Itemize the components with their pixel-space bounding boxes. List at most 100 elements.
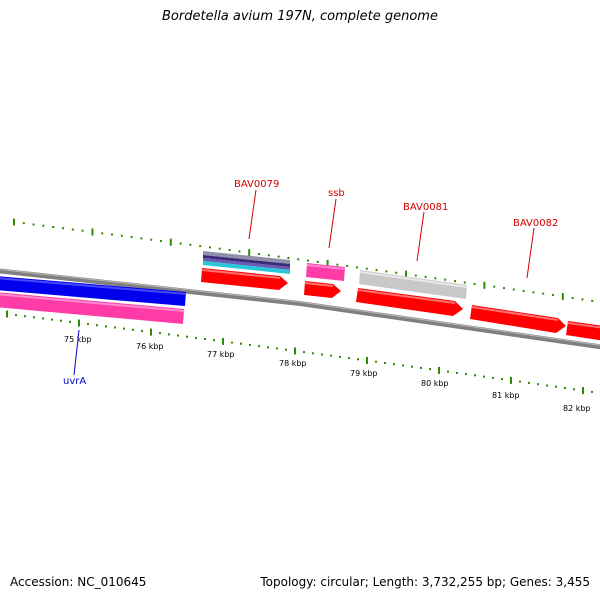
minor-tick — [546, 384, 548, 387]
minor-tick — [159, 332, 161, 335]
minor-tick — [402, 364, 404, 367]
minor-tick — [463, 281, 466, 284]
minor-tick — [512, 288, 515, 291]
minor-tick — [555, 385, 557, 388]
minor-tick — [186, 335, 188, 338]
minor-tick — [503, 287, 505, 290]
minor-tick — [434, 277, 437, 280]
minor-tick — [493, 285, 496, 288]
minor-tick — [240, 342, 242, 345]
scale-label-81: 81 kbp — [492, 391, 520, 400]
minor-tick — [465, 373, 467, 376]
minor-tick — [285, 348, 287, 351]
minor-tick — [42, 317, 44, 320]
bav0079-cds[interactable] — [201, 268, 288, 290]
major-tick — [6, 310, 8, 318]
minor-tick — [218, 247, 221, 250]
minor-tick — [330, 354, 332, 357]
major-tick — [326, 259, 329, 267]
minor-tick — [179, 242, 182, 245]
uvra-gene[interactable] — [0, 292, 184, 324]
minor-tick — [384, 362, 386, 364]
minor-tick — [336, 263, 339, 266]
major-tick — [222, 337, 224, 345]
minor-tick — [32, 223, 35, 226]
accession-text: Accession: NC_010645 — [10, 575, 147, 589]
minor-tick — [81, 229, 84, 232]
minor-tick — [213, 339, 215, 342]
minor-tick — [42, 224, 45, 227]
minor-tick — [96, 324, 98, 327]
minor-tick — [123, 327, 125, 330]
scale-label-76: 76 kbp — [136, 342, 164, 351]
gene-label-bav0081[interactable]: BAV0081 — [403, 202, 448, 213]
minor-tick — [447, 370, 449, 373]
minor-tick — [238, 250, 241, 253]
minor-tick — [22, 222, 25, 225]
minor-tick — [474, 374, 476, 377]
bav0082-cds[interactable] — [470, 305, 566, 333]
minor-tick — [375, 360, 377, 363]
bav0081-cds[interactable] — [356, 288, 463, 316]
major-tick — [561, 293, 564, 301]
minor-tick — [307, 259, 309, 262]
minor-tick — [231, 341, 233, 344]
bav0079-feature-stack[interactable] — [203, 251, 290, 274]
minor-tick — [276, 347, 278, 350]
minor-tick — [316, 261, 319, 263]
minor-tick — [189, 243, 192, 246]
minor-tick — [140, 237, 143, 240]
bav0081-gray-feature[interactable] — [359, 270, 467, 299]
minor-tick — [87, 323, 89, 326]
minor-tick — [564, 387, 566, 389]
minor-tick — [267, 254, 270, 257]
minor-tick — [60, 319, 62, 322]
gene-label-bav0082[interactable]: BAV0082 — [513, 218, 558, 229]
minor-tick — [519, 380, 521, 383]
minor-tick — [532, 291, 535, 294]
minor-tick — [303, 351, 305, 354]
major-tick — [405, 270, 407, 278]
minor-tick — [375, 269, 378, 272]
major-tick — [438, 366, 440, 374]
minor-tick — [395, 271, 398, 274]
minor-tick — [297, 258, 300, 261]
minor-tick — [51, 318, 53, 321]
minor-tick — [348, 357, 350, 360]
scale-label-82: 82 kbp — [563, 404, 591, 413]
minor-tick — [411, 365, 413, 368]
gene-label-ssb[interactable]: ssb — [328, 188, 345, 199]
gene-label-bav0079[interactable]: BAV0079 — [234, 179, 279, 190]
minor-tick — [339, 355, 341, 358]
map-title: Bordetella avium 197N, complete genome — [162, 9, 438, 24]
minor-tick — [542, 292, 545, 295]
major-tick — [366, 357, 368, 364]
scale-label-80: 80 kbp — [421, 379, 449, 388]
gene-label-uvra[interactable]: uvrA — [63, 376, 86, 387]
minor-tick — [141, 329, 143, 332]
minor-tick — [168, 333, 170, 336]
minor-tick — [228, 249, 231, 251]
minor-tick — [177, 334, 179, 337]
minor-tick — [528, 381, 530, 384]
minor-tick — [130, 236, 133, 239]
minor-tick — [52, 226, 55, 228]
minor-tick — [114, 326, 116, 329]
major-tick — [248, 249, 251, 257]
minor-tick — [132, 328, 134, 331]
minor-tick — [62, 227, 64, 230]
minor-tick — [105, 325, 107, 328]
uvra-cds[interactable] — [0, 276, 186, 306]
minor-tick — [321, 353, 323, 356]
major-tick — [150, 328, 152, 336]
minor-tick — [414, 274, 417, 277]
minor-tick — [420, 366, 422, 369]
minor-tick — [501, 378, 503, 381]
minor-tick — [111, 233, 113, 236]
minor-tick — [101, 232, 104, 235]
major-tick — [582, 387, 584, 395]
major-tick — [78, 319, 80, 327]
outer-tick-ruler — [13, 218, 594, 302]
scale-label-78: 78 kbp — [279, 359, 307, 368]
